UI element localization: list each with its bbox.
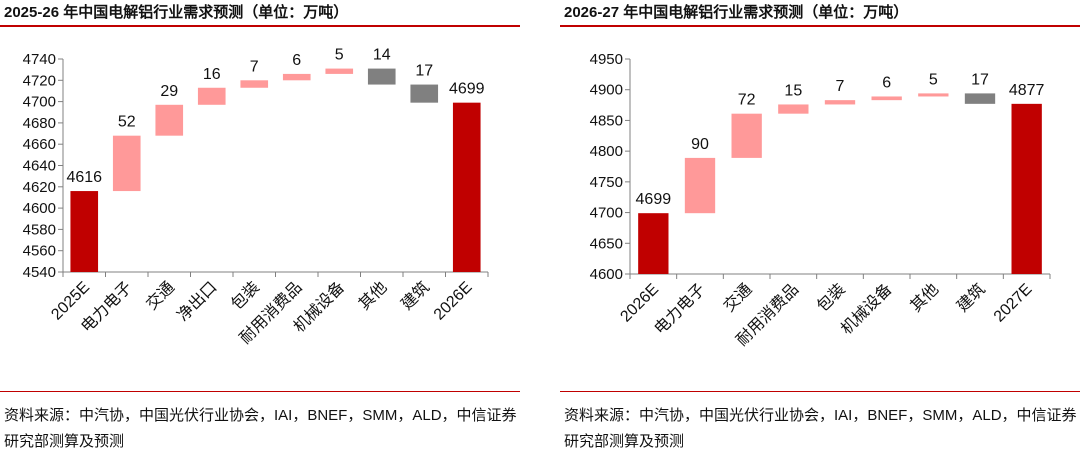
y-tick-label: 4600 [23,200,56,217]
data-label: 17 [971,71,989,88]
y-tick-label: 4740 [23,51,56,68]
bar-耐用消费品 [778,104,809,114]
data-label: 4877 [1009,82,1045,99]
y-tick-label: 4660 [23,136,56,153]
bar-机械设备 [325,68,354,74]
bar-电力电子 [112,135,141,192]
data-label: 4616 [66,169,102,186]
y-tick-label: 4800 [590,143,623,160]
source-note: 资料来源：中汽协，中国光伏行业协会，IAI，BNEF，SMM，ALD，中信证券研… [4,407,517,450]
y-tick-label: 4680 [23,115,56,132]
data-label: 52 [118,114,136,131]
bar-2026E [638,213,669,274]
chart-panel-2026-27: 2026-27 年中国电解铝行业需求预测（单位：万吨） 4600 4650 4700… [560,0,1080,452]
title-rule [0,25,520,27]
x-tick-label: 2026E [617,281,662,326]
chart-title: 2026-27 年中国电解铝行业需求预测（单位：万吨） [564,4,909,21]
y-tick-label: 4650 [590,235,623,252]
bar-机械设备 [871,96,902,101]
y-tick-label: 4560 [23,243,56,260]
bar-其他 [918,93,949,97]
data-label: 17 [415,63,433,80]
data-label: 15 [784,82,802,99]
y-tick-label: 4950 [590,51,623,68]
source-rule [560,391,1080,392]
x-tick-label: 2027E [991,281,1036,326]
y-tick-label: 4640 [23,158,56,175]
waterfall-chart-2025-26: 4540 4560 4580 4600 4620 4640 4660 4680 4700 4720… [23,47,489,347]
data-label: 72 [738,92,756,109]
y-tick-label: 4750 [590,174,623,191]
data-label: 6 [292,52,301,69]
bar-建筑 [964,93,996,104]
bar-交通 [731,113,762,158]
bar-包装 [824,100,856,105]
data-label: 29 [160,83,178,100]
y-tick-label: 4540 [23,264,56,281]
x-tick-label: 建筑 [398,278,433,313]
data-label: 5 [929,71,938,88]
x-tick-label: 电力电子 [651,280,709,338]
y-tick-label: 4600 [590,266,623,283]
y-tick-label: 4580 [23,221,56,238]
x-tick-label: 交通 [720,280,755,315]
y-tick-label: 4850 [590,112,623,129]
x-tick-label: 交通 [143,278,178,313]
x-tick-label: 包装 [228,278,263,313]
y-tick-label: 4700 [23,94,56,111]
data-label: 16 [203,66,221,83]
x-tick-label: 净出口 [174,278,221,325]
bar-交通 [155,104,184,136]
bar-包装 [240,80,269,88]
x-tick-label: 其他 [907,280,942,315]
chart-panel-2025-26: 2025-26 年中国电解铝行业需求预测（单位：万吨） 4540 4560 4580… [0,0,520,452]
waterfall-chart-2026-27: 4600 4650 4700 4750 4800 4850 4900 4950 4699 2026… [590,51,1051,349]
bar-电力电子 [684,157,716,214]
y-tick-label: 4700 [590,205,623,222]
x-tick-label: 包装 [813,280,848,315]
y-tick-label: 4900 [590,82,623,99]
source-rule [0,391,520,392]
y-tick-label: 4720 [23,72,56,89]
data-label: 14 [373,47,391,64]
bar-净出口 [197,87,226,105]
data-label: 90 [691,136,709,153]
bar-耐用消费品 [282,73,311,81]
x-tick-label: 建筑 [953,280,988,315]
y-tick-label: 4620 [23,179,56,196]
bar-2025E [70,191,99,272]
title-rule [560,25,1080,27]
data-label: 5 [335,47,344,64]
data-label: 7 [250,58,259,75]
data-label: 4699 [449,81,485,98]
chart-title: 2025-26 年中国电解铝行业需求预测（单位：万吨） [4,4,349,21]
x-tick-label: 2026E [431,279,476,324]
data-label: 6 [882,74,891,91]
bar-2026E [452,102,481,272]
data-label: 4699 [636,191,672,208]
bar-2027E [1011,103,1042,274]
x-tick-label: 其他 [355,278,390,313]
data-label: 7 [836,78,845,95]
source-note: 资料来源：中汽协，中国光伏行业协会，IAI，BNEF，SMM，ALD，中信证券研… [564,407,1077,450]
bar-其他 [367,68,396,85]
x-tick-label: 机械设备 [838,280,896,338]
bar-建筑 [410,84,439,103]
